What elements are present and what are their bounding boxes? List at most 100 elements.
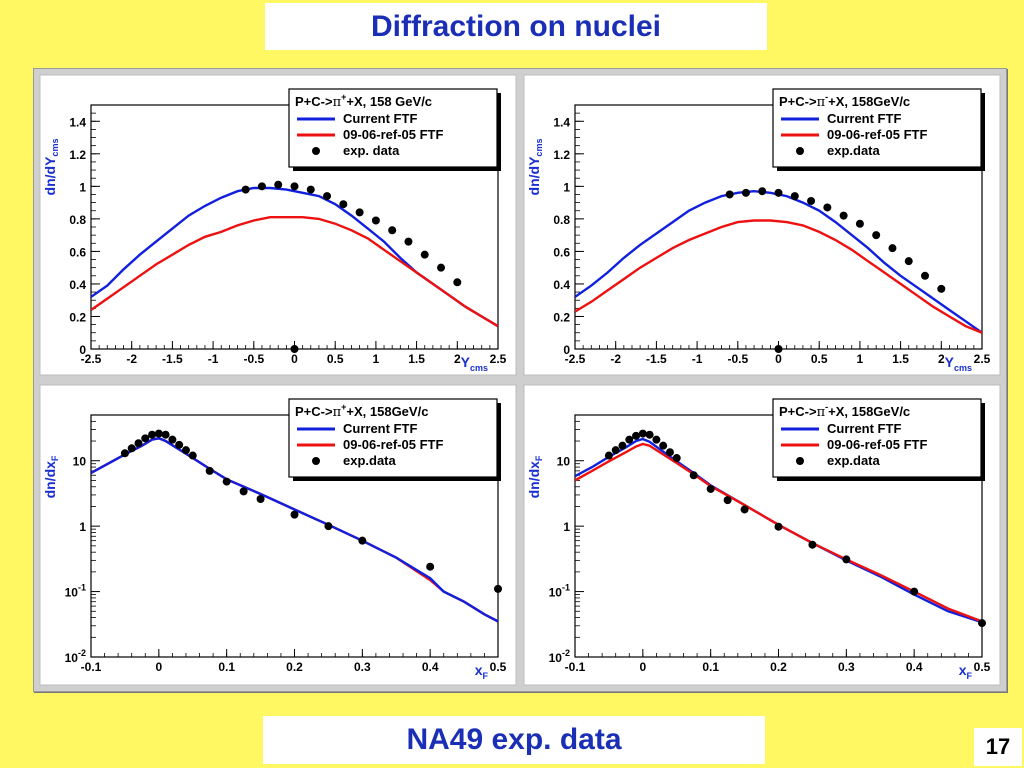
data-point <box>808 540 817 549</box>
y-tick-label: 1.2 <box>553 148 570 162</box>
x-tick-label: -2.5 <box>565 352 586 366</box>
y-tick-label: 10-2 <box>65 648 86 665</box>
data-point <box>774 522 783 531</box>
legend-entry: exp.data <box>827 143 881 158</box>
data-point <box>141 434 150 443</box>
chart-panel-bottom-left: -0.1 0 0.1 0.2 0.3 0.4 0.5 10-2 10-1 1 10 dn/dxF xF P… <box>39 384 517 686</box>
data-point <box>842 555 851 564</box>
legend-box <box>772 88 982 168</box>
y-tick-label: 0.4 <box>553 278 570 292</box>
data-point <box>175 440 184 449</box>
data-point <box>625 435 634 444</box>
data-point <box>659 441 668 450</box>
data-point <box>257 182 266 191</box>
data-point <box>358 536 367 545</box>
chart-panel-top-right: -2.5 -2 -1.5 -1 -0.5 0 0.5 1 1.5 2 2.5 0 0.2 0.4 0.6 0.… <box>523 74 1001 376</box>
legend-entry: 09-06-ref-05 FTF <box>827 437 927 452</box>
legend-box <box>288 88 498 168</box>
data-point <box>437 263 446 272</box>
data-point <box>921 271 930 280</box>
data-point <box>134 439 143 448</box>
plots-svg: -2.5 -2 -1.5 -1 -0.5 0 0.5 1 1.5 2 2.5 0 0.2 0.4 0.6 0.… <box>39 74 1001 686</box>
legend-title: P+C->π++X, 158 GeV/c <box>295 92 432 110</box>
x-tick-label: 1.5 <box>892 352 909 366</box>
data-point <box>725 190 734 199</box>
legend-box <box>772 398 982 478</box>
legend-entry: 09-06-ref-05 FTF <box>343 437 443 452</box>
data-point <box>758 187 767 196</box>
x-tick-label: 0 <box>155 660 162 674</box>
legend-entry: Current FTF <box>343 111 417 126</box>
x-tick-label: 0 <box>291 352 298 366</box>
y-tick-label: 0.8 <box>69 213 86 227</box>
y-tick-label: 1.4 <box>69 115 86 129</box>
y-tick-label: 1 <box>563 520 570 534</box>
plot-canvas: -2.5 -2 -1.5 -1 -0.5 0 0.5 1 1.5 2 2.5 0 0.2 0.4 0.6 0.… <box>33 68 1007 692</box>
x-tick-label: -1.5 <box>162 352 183 366</box>
data-point <box>904 257 913 266</box>
y-axis-title: dn/dxF <box>526 455 544 498</box>
x-tick-label: 2 <box>938 352 945 366</box>
x-tick-label: 0.5 <box>974 660 991 674</box>
legend-entry: exp. data <box>343 143 400 158</box>
data-point <box>181 446 190 455</box>
chart-panel-top-left: -2.5 -2 -1.5 -1 -0.5 0 0.5 1 1.5 2 2.5 0 0.2 0.4 0.6 0.… <box>39 74 517 376</box>
data-point <box>426 562 435 571</box>
x-tick-label: -1.5 <box>646 352 667 366</box>
data-point <box>239 487 248 496</box>
data-point <box>148 430 157 439</box>
legend-entry: Current FTF <box>343 421 417 436</box>
x-tick-label: 0 <box>639 660 646 674</box>
y-tick-label: 1.2 <box>69 148 86 162</box>
y-tick-label: 10 <box>73 455 87 469</box>
data-point <box>807 196 816 205</box>
legend-title: P+C->π-+X, 158GeV/c <box>779 92 910 110</box>
y-tick-label: 0.8 <box>553 213 570 227</box>
data-point <box>274 180 283 189</box>
ref-ftf-line <box>575 219 982 334</box>
x-tick-label: 0.4 <box>422 660 439 674</box>
data-point <box>611 446 620 455</box>
x-axis-title: xF <box>959 662 973 681</box>
y-tick-label: 0.6 <box>69 245 86 259</box>
data-point <box>855 219 864 228</box>
y-axis-title: dn/dYcms <box>526 139 544 196</box>
data-point <box>872 231 881 240</box>
y-tick-label: 0.4 <box>69 278 86 292</box>
x-tick-label: 0.2 <box>770 660 787 674</box>
x-axis-title: xF <box>475 662 489 681</box>
data-point <box>723 496 732 505</box>
x-tick-label: 0.5 <box>811 352 828 366</box>
data-point <box>888 244 897 253</box>
legend-box <box>288 398 498 478</box>
data-point <box>161 430 170 439</box>
data-point <box>355 208 364 217</box>
data-point <box>371 216 380 225</box>
data-point <box>168 435 177 444</box>
data-point <box>672 454 681 463</box>
data-point <box>638 429 647 438</box>
legend-entry: Current FTF <box>827 421 901 436</box>
y-tick-label: 1.4 <box>553 115 570 129</box>
x-tick-label: 0.5 <box>490 660 507 674</box>
x-tick-label: 0.4 <box>906 660 923 674</box>
y-tick-label: 10-2 <box>549 648 570 665</box>
x-tick-label: -0.1 <box>81 660 102 674</box>
x-tick-label: -2 <box>610 352 621 366</box>
legend-marker-swatch <box>312 147 320 155</box>
x-tick-label: -2.5 <box>81 352 102 366</box>
data-point <box>652 435 661 444</box>
data-point <box>205 466 214 475</box>
page-number: 17 <box>974 728 1022 766</box>
data-point <box>290 345 299 353</box>
legend-entry: 09-06-ref-05 FTF <box>827 127 927 142</box>
y-tick-label: 0.2 <box>553 310 570 324</box>
x-tick-label: 2 <box>454 352 461 366</box>
x-tick-label: 0.5 <box>327 352 344 366</box>
y-tick-label: 10-1 <box>549 583 570 600</box>
y-tick-label: 1 <box>79 180 86 194</box>
data-point <box>740 505 749 514</box>
data-point <box>127 444 136 453</box>
data-point <box>324 522 333 531</box>
x-tick-label: 2.5 <box>974 352 991 366</box>
